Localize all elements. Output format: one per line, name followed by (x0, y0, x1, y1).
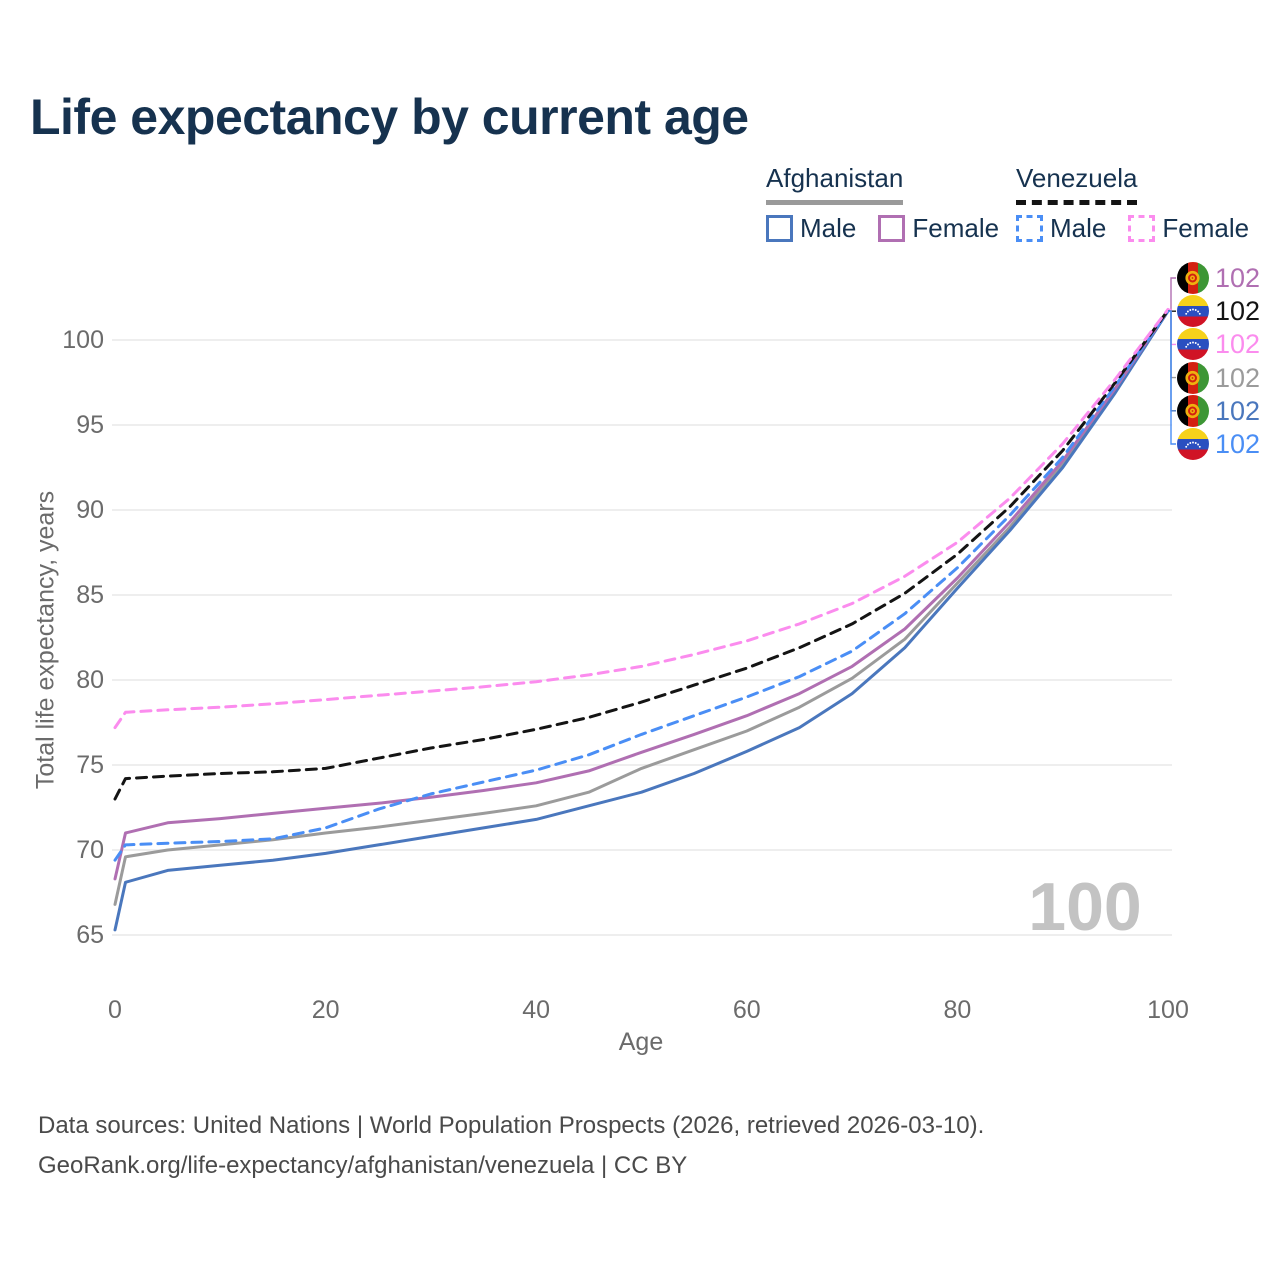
y-tick-label: 70 (76, 836, 104, 864)
legend-swatch-afghanistan-female[interactable] (878, 214, 906, 242)
end-label-value: 102 (1215, 429, 1261, 459)
x-tick-label: 60 (732, 996, 761, 1024)
venezuela-flag-icon (1177, 428, 1209, 460)
legend-label-afghanistan-male[interactable]: Male (800, 212, 857, 243)
series-line-2[interactable] (113, 308, 1170, 881)
y-tick-label: 75 (76, 751, 104, 779)
end-label-value: 102 (1215, 263, 1261, 293)
x-tick-label: 20 (311, 996, 340, 1024)
series-line-3[interactable] (113, 309, 1170, 862)
y-tick-label: 80 (76, 666, 104, 694)
series-line-4[interactable] (113, 308, 1170, 801)
legend-swatch-venezuela-female[interactable] (1128, 214, 1156, 242)
end-label-leader (1168, 310, 1176, 445)
footer: Data sources: United Nations | World Pop… (38, 1106, 984, 1186)
venezuela-flag-icon (1177, 295, 1209, 328)
end-label-leader (1168, 277, 1176, 311)
x-tick-label: 40 (522, 996, 551, 1024)
legend-group-afghanistan: Afghanistan Male Female (766, 163, 999, 243)
end-label-value: 102 (1215, 395, 1261, 426)
x-tick-label: 0 (108, 996, 122, 1024)
x-tick-label: 100 (1147, 996, 1189, 1024)
end-label-value: 102 (1215, 362, 1261, 393)
end-label-leader (1168, 308, 1176, 346)
legend-swatch-venezuela-male[interactable] (1016, 214, 1043, 242)
legend-label-afghanistan-female[interactable]: Female (912, 212, 1000, 243)
footer-sources: Data sources: United Nations | World Pop… (38, 1112, 985, 1139)
legend-label-venezuela-female[interactable]: Female (1162, 212, 1250, 243)
afghanistan-flag-icon (1177, 361, 1209, 394)
legend-items-venezuela: Male Female (1016, 213, 1249, 243)
footer-link[interactable]: GeoRank.org/life-expectancy/afghanistan/… (38, 1152, 688, 1179)
x-tick-label: 80 (943, 996, 972, 1024)
y-tick-label: 85 (76, 581, 104, 609)
hover-age-indicator: 100 (1028, 869, 1142, 945)
legend-group-title-afghanistan: Afghanistan (766, 163, 904, 205)
chart-title: Life expectancy by current age (30, 89, 749, 145)
y-tick-label: 95 (76, 411, 104, 439)
legend-group-venezuela: Venezuela Male Female (1016, 163, 1249, 243)
end-label-value: 102 (1215, 296, 1261, 327)
series-line-5[interactable] (113, 307, 1170, 730)
venezuela-flag-icon (1177, 328, 1209, 361)
afghanistan-flag-icon (1177, 262, 1209, 294)
end-label-leader (1168, 310, 1176, 412)
afghanistan-flag-icon (1177, 394, 1209, 427)
x-axis-title: Age (618, 1028, 664, 1056)
y-tick-label: 90 (76, 496, 104, 524)
legend-swatch-afghanistan-male[interactable] (766, 214, 793, 242)
legend-group-title-venezuela: Venezuela (1016, 163, 1138, 205)
series-line-1[interactable] (113, 309, 1170, 932)
legend-items-afghanistan: Male Female (766, 213, 999, 243)
series-line-0[interactable] (113, 309, 1170, 906)
legend-label-venezuela-male[interactable]: Male (1050, 212, 1107, 243)
y-tick-label: 100 (62, 326, 104, 354)
end-label-value: 102 (1215, 329, 1261, 360)
y-tick-label: 65 (76, 921, 104, 949)
